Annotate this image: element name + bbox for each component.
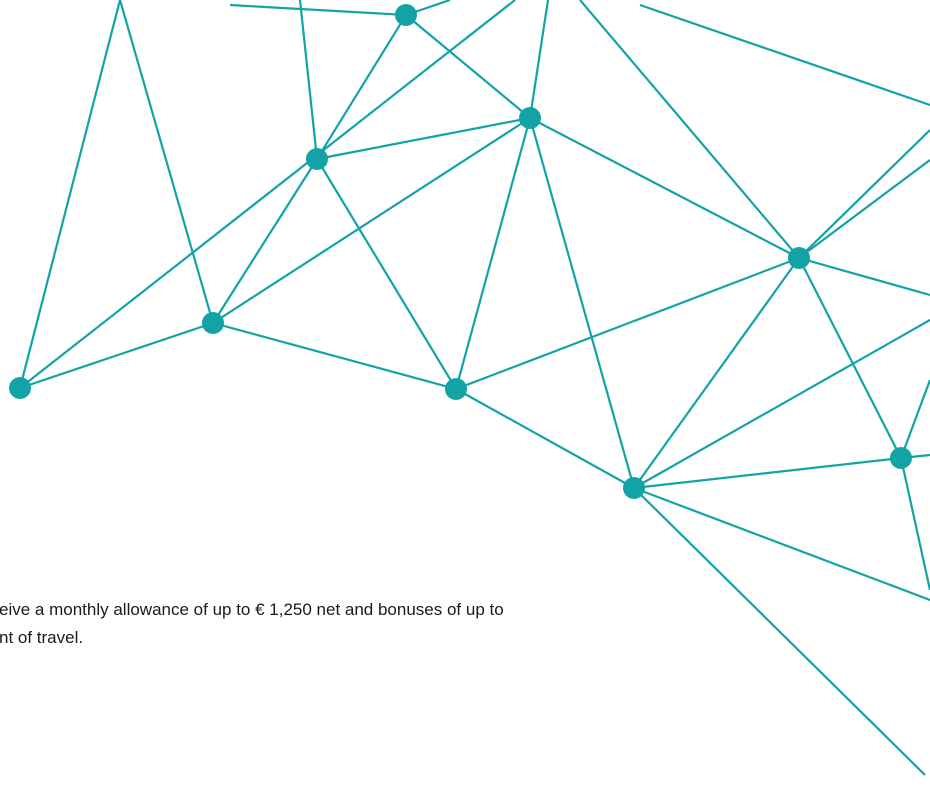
network-lines: [20, 0, 930, 775]
paragraph-line: nt of travel.: [0, 624, 504, 652]
paragraph: eive a monthly allowance of up to € 1,25…: [0, 596, 504, 652]
network-nodes: [9, 4, 912, 499]
paragraph-line: eive a monthly allowance of up to € 1,25…: [0, 596, 504, 624]
network-graphic: [0, 0, 930, 787]
page: eive a monthly allowance of up to € 1,25…: [0, 0, 930, 787]
